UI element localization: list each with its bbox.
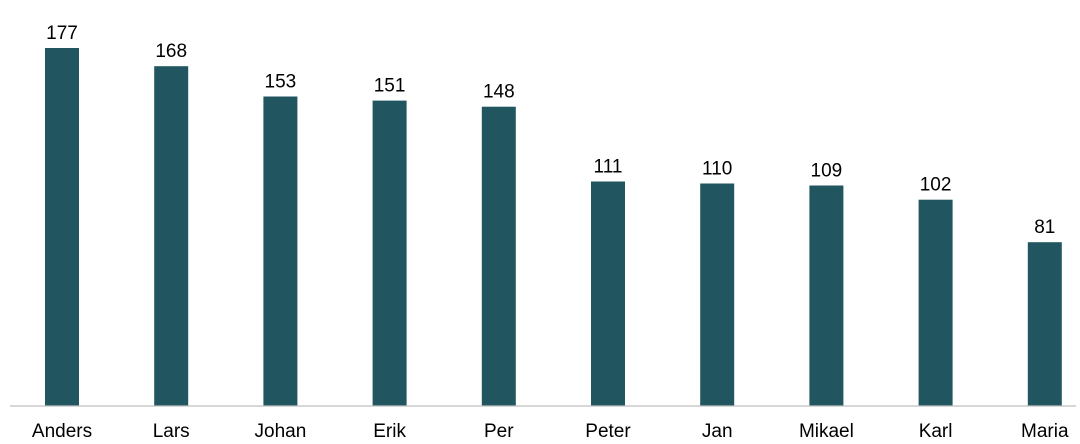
x-tick-label-mikael: Mikael bbox=[799, 421, 854, 442]
x-tick-label-karl: Karl bbox=[919, 421, 953, 442]
bar-per bbox=[481, 106, 516, 406]
x-tick-label-lars: Lars bbox=[153, 421, 190, 442]
x-tick-label-johan: Johan bbox=[255, 421, 307, 442]
x-tick-label-peter: Peter bbox=[585, 421, 631, 442]
data-label-per: 148 bbox=[483, 82, 515, 103]
bar-erik bbox=[372, 100, 407, 406]
bar-jan bbox=[700, 183, 735, 406]
data-label-anders: 177 bbox=[46, 23, 78, 44]
bar-mikael bbox=[809, 185, 844, 406]
data-label-peter: 111 bbox=[594, 157, 623, 178]
data-label-karl: 102 bbox=[920, 175, 952, 196]
bar-peter bbox=[591, 181, 625, 406]
data-label-johan: 153 bbox=[265, 72, 297, 93]
data-label-mikael: 109 bbox=[811, 161, 843, 182]
bars-layer bbox=[45, 48, 1062, 406]
bar-anders bbox=[45, 48, 79, 406]
bar-johan bbox=[263, 96, 298, 406]
x-tick-label-per: Per bbox=[484, 421, 514, 442]
data-label-jan: 110 bbox=[702, 159, 732, 180]
bar-lars bbox=[154, 66, 189, 406]
x-tick-label-maria: Maria bbox=[1021, 421, 1069, 442]
category-labels-layer: Anders Lars Johan Erik Per Peter Jan Mikael Karl… bbox=[32, 421, 1069, 442]
x-tick-label-jan: Jan bbox=[702, 421, 733, 442]
x-tick-label-erik: Erik bbox=[373, 421, 406, 442]
value-labels-layer: 177 168 153 151 148 111 110 109 102 81 bbox=[46, 23, 1055, 238]
bar-maria bbox=[1027, 242, 1062, 406]
data-label-erik: 151 bbox=[374, 76, 406, 97]
bar-karl bbox=[918, 199, 953, 406]
data-label-lars: 168 bbox=[155, 41, 187, 62]
data-label-maria: 81 bbox=[1034, 217, 1055, 238]
x-tick-label-anders: Anders bbox=[32, 421, 92, 442]
